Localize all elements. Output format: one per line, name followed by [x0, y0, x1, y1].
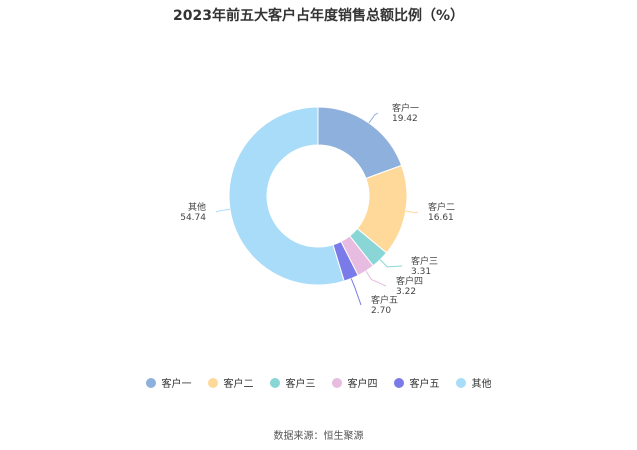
legend-item-customer-5[interactable]: 客户五	[393, 375, 440, 390]
legend-item-customer-2[interactable]: 客户二	[207, 375, 254, 390]
slice-label-other: 其他	[188, 201, 206, 213]
slice-value-customer-2: 16.61	[428, 213, 454, 223]
legend-swatch-icon	[331, 377, 342, 388]
leader-line-customer-5	[350, 278, 362, 306]
slice-label-customer-2: 客户二	[428, 201, 455, 213]
leader-line-customer-1	[368, 112, 379, 124]
donut-slices	[228, 106, 408, 286]
legend-swatch-icon	[269, 377, 280, 388]
leader-line-customer-4	[365, 270, 387, 287]
slice-label-customer-5: 客户五	[371, 294, 398, 306]
legend-swatch-icon	[145, 377, 156, 388]
leader-line-other	[215, 208, 231, 213]
legend-label: 其他	[471, 379, 492, 390]
legend-label: 客户四	[347, 379, 378, 390]
legend-swatch-icon	[207, 377, 218, 388]
slice-label-customer-4: 客户四	[396, 275, 423, 287]
legend-item-customer-4[interactable]: 客户四	[331, 375, 378, 390]
slice-label-customer-1: 客户一	[392, 102, 419, 114]
legend-item-customer-1[interactable]: 客户一	[145, 375, 192, 390]
slice-value-customer-5: 2.70	[371, 306, 391, 316]
slice-customer-1	[317, 106, 403, 180]
slice-value-customer-1: 19.42	[392, 114, 418, 124]
legend-label: 客户三	[285, 379, 316, 390]
chart-title: 2023年前五大客户占年度销售总额比例（%）	[173, 8, 464, 24]
slice-value-customer-4: 3.22	[396, 287, 416, 297]
legend-label: 客户一	[161, 379, 192, 390]
legend-label: 客户五	[409, 379, 440, 390]
legend-label: 客户二	[223, 379, 254, 390]
legend-item-customer-3[interactable]: 客户三	[269, 375, 316, 390]
legend-swatch-icon	[455, 377, 466, 388]
slice-value-customer-3: 3.31	[411, 267, 431, 277]
slice-other	[228, 106, 345, 286]
leader-line-customer-2	[405, 210, 419, 214]
legend-item-other[interactable]: 其他	[455, 375, 492, 390]
slice-label-customer-3: 客户三	[411, 255, 438, 267]
legend: 客户一 客户二 客户三 客户四 客户五 其他	[0, 375, 637, 390]
leader-line-customer-3	[379, 259, 403, 268]
legend-swatch-icon	[393, 377, 404, 388]
slice-value-other: 54.74	[180, 213, 206, 223]
data-source: 数据来源：恒生聚源	[273, 431, 364, 442]
